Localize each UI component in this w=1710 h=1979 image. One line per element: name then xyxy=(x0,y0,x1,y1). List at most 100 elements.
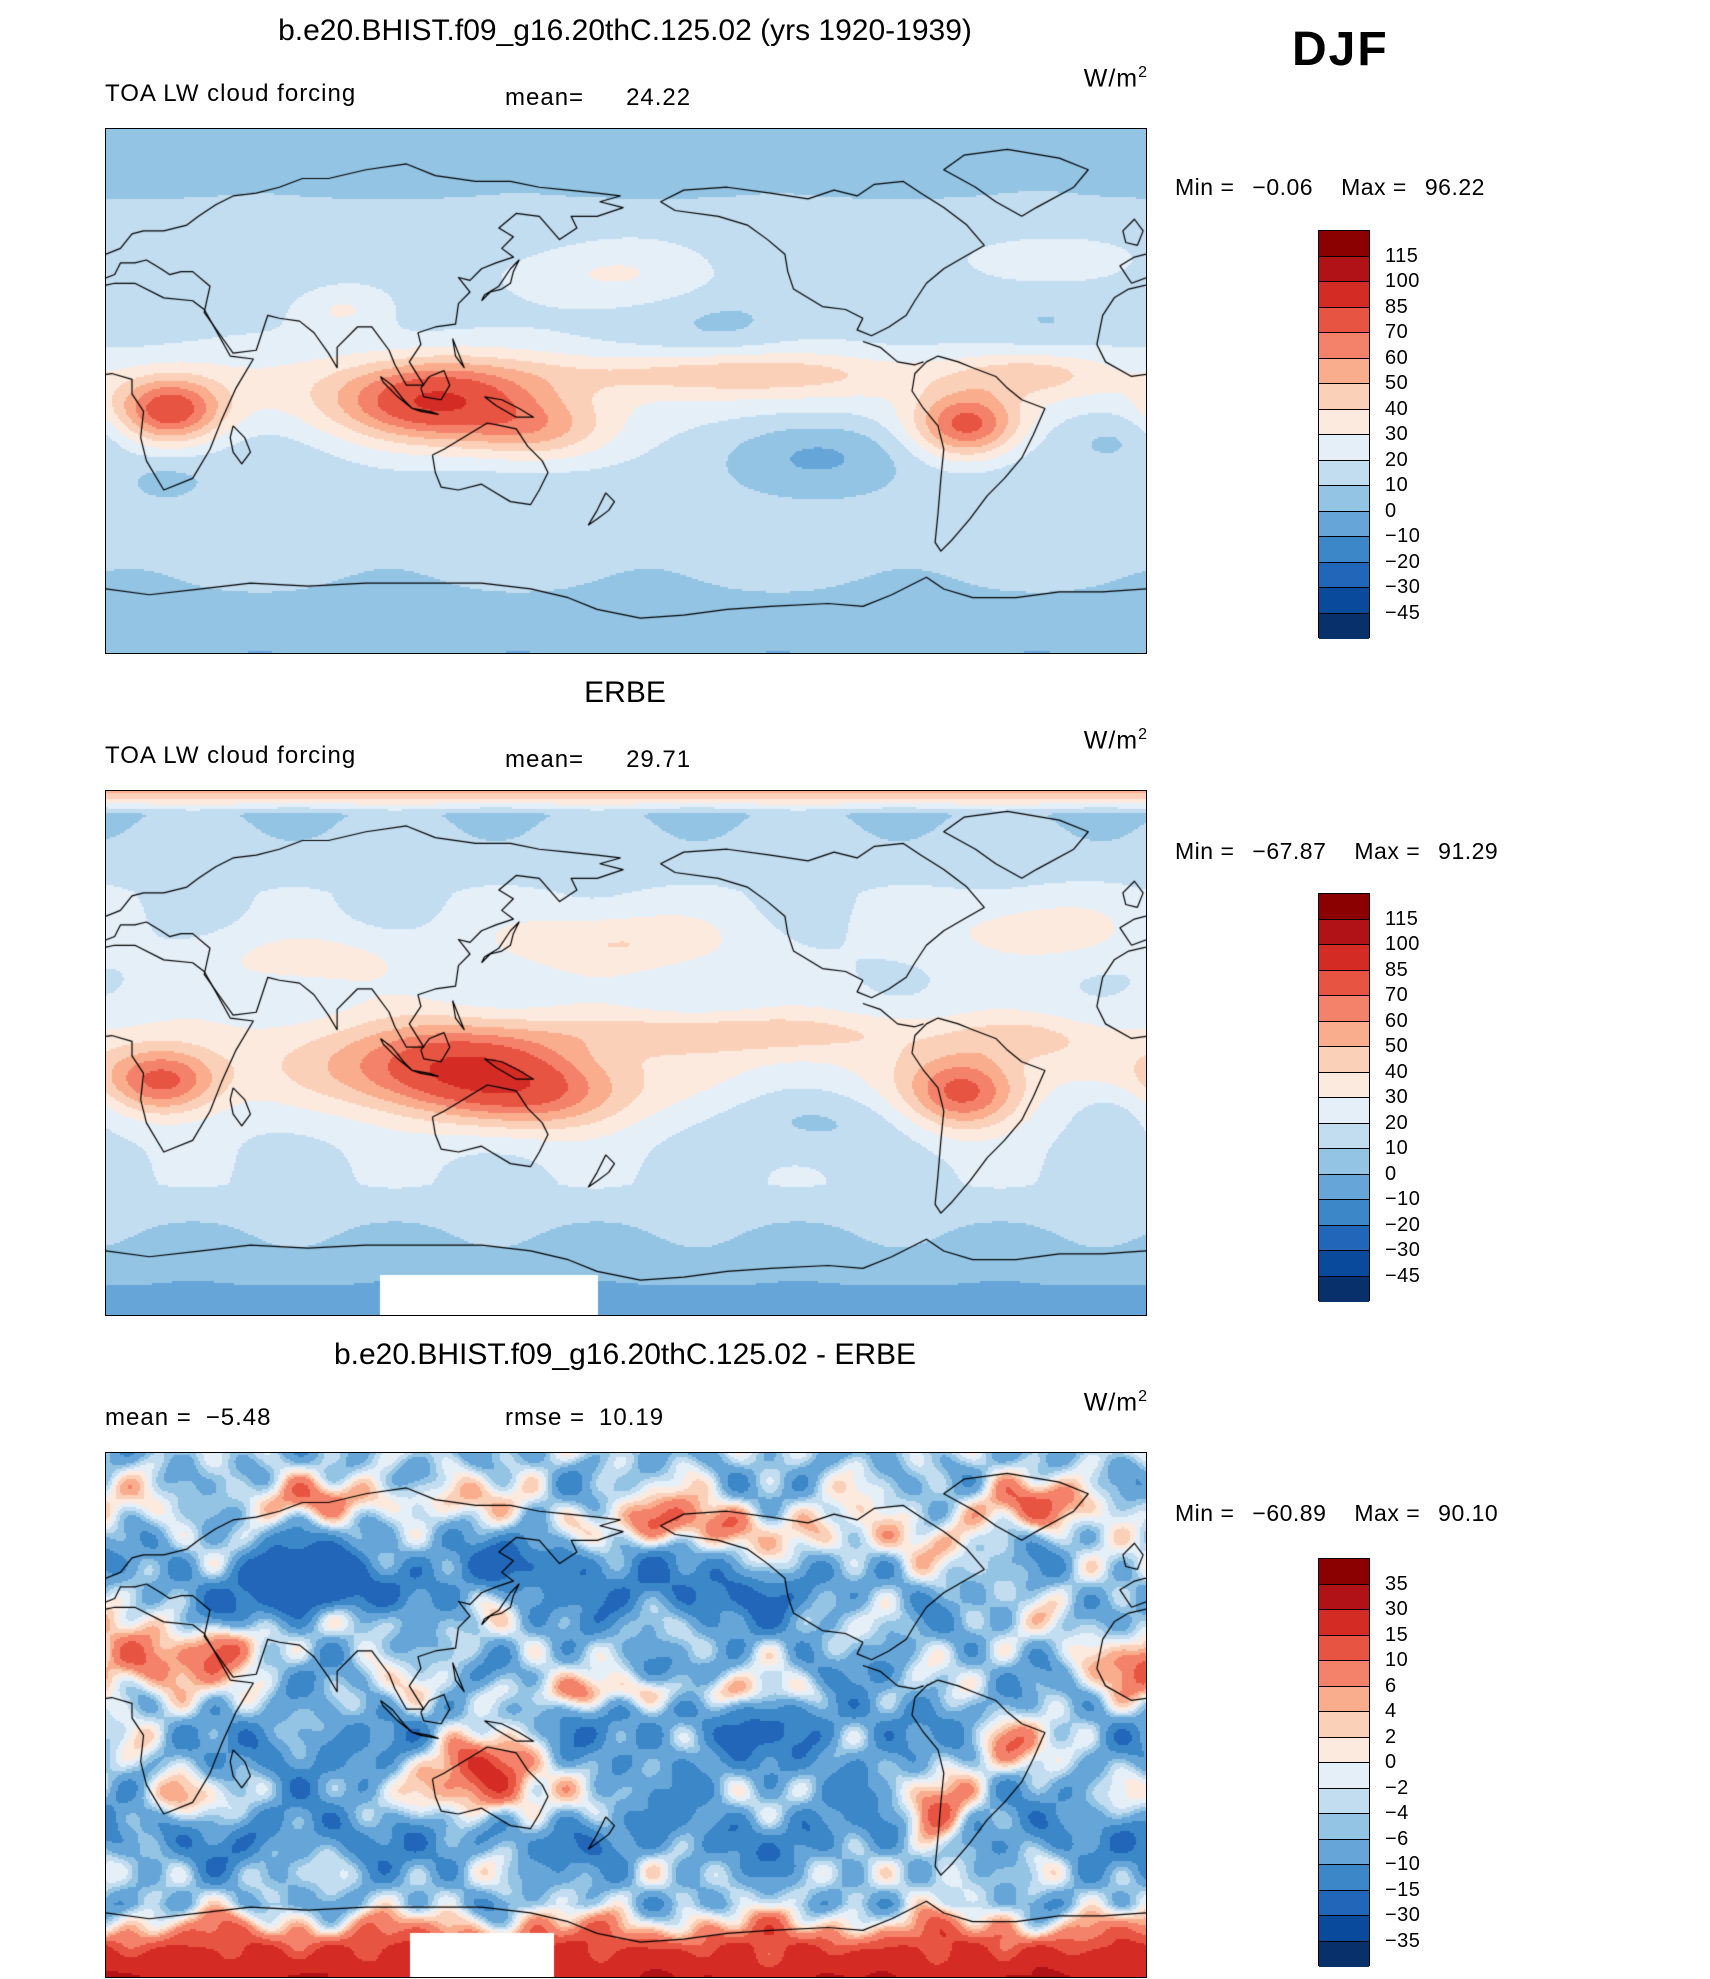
colorbar-tick-label: 115 xyxy=(1385,244,1419,267)
colorbar-tick-label: −30 xyxy=(1385,1904,1421,1926)
panel1-units-label: W/m2 xyxy=(1000,64,1148,93)
colorbar-tick-label: −10 xyxy=(1385,1853,1421,1875)
panel2-units-label: W/m2 xyxy=(1000,726,1148,755)
colorbar-cell xyxy=(1319,1610,1369,1636)
colorbar-tick-label: −10 xyxy=(1385,525,1421,547)
panel2-mean-label: mean= xyxy=(505,746,585,773)
colorbar-tick-label: 2 xyxy=(1385,1725,1397,1748)
panel1-mean-row: mean= 24.22 xyxy=(505,84,691,112)
colorbar-cell xyxy=(1319,1635,1369,1661)
colorbar-cell xyxy=(1319,307,1369,333)
colorbar-tick-label: 50 xyxy=(1385,372,1409,394)
colorbar-tick-label: 20 xyxy=(1385,1111,1409,1134)
panel2-title: ERBE xyxy=(584,676,666,709)
colorbar-cell xyxy=(1319,1021,1369,1047)
colorbar-tick-label: −45 xyxy=(1385,601,1421,624)
colorbar-cell xyxy=(1319,358,1369,384)
colorbar-cell xyxy=(1319,1788,1369,1814)
panel3-mean-label: mean = xyxy=(105,1404,192,1431)
panel2-mean-value: 29.71 xyxy=(626,746,692,773)
panel3-title: b.e20.BHIST.f09_g16.20thC.125.02 - ERBE xyxy=(333,1338,917,1371)
panel2-mean-row: mean= 29.71 xyxy=(505,746,691,774)
panel3-max-label: Max = xyxy=(1354,1500,1421,1526)
colorbar-cell xyxy=(1319,1200,1369,1226)
colorbar-cell xyxy=(1319,435,1369,461)
colorbar-tick-label: 30 xyxy=(1385,1598,1409,1620)
colorbar-cell xyxy=(1319,1814,1369,1840)
panel3-max-value: 90.10 xyxy=(1438,1500,1499,1526)
units-exponent: 2 xyxy=(1138,64,1148,81)
colorbar-tick-label: 40 xyxy=(1385,1060,1409,1083)
colorbar-cell xyxy=(1319,537,1369,563)
panel1-mean-label: mean= xyxy=(505,84,585,111)
colorbar-tick-label: 35 xyxy=(1385,1572,1409,1595)
colorbar-tick-label: 0 xyxy=(1385,1751,1397,1773)
colorbar-cell xyxy=(1319,1890,1369,1916)
colorbar-cell xyxy=(1319,282,1369,308)
colorbar-cell xyxy=(1319,1072,1369,1098)
units-base: W/m xyxy=(1083,726,1139,755)
panel1-field-label: TOA LW cloud forcing xyxy=(105,80,357,107)
panel1-max-value: 96.22 xyxy=(1424,174,1485,200)
panel3-rmse-label: rmse = xyxy=(505,1404,586,1431)
colorbar-tick-label: −10 xyxy=(1385,1188,1421,1210)
colorbar-cell xyxy=(1319,562,1369,588)
colorbar-tick-label: −15 xyxy=(1385,1878,1421,1901)
colorbar-cell xyxy=(1319,1149,1369,1175)
colorbar-cell xyxy=(1319,996,1369,1022)
panel3-rmse-value: 10.19 xyxy=(599,1404,665,1431)
colorbar-tick-label: 70 xyxy=(1385,321,1409,343)
colorbar-tick-label: −45 xyxy=(1385,1264,1421,1287)
colorbar-cell xyxy=(1319,1098,1369,1124)
colorbar-cell xyxy=(1319,1251,1369,1277)
colorbar-cell xyxy=(1319,460,1369,486)
colorbar-tick-label: 20 xyxy=(1385,448,1409,471)
panel2-min-value: −67.87 xyxy=(1252,838,1327,864)
colorbar-tick-label: −20 xyxy=(1385,1213,1421,1236)
colorbar-cell xyxy=(1319,1737,1369,1763)
panel2-field-label: TOA LW cloud forcing xyxy=(105,742,357,769)
colorbar-tick-label: 115 xyxy=(1385,907,1419,930)
panel1-max-label: Max = xyxy=(1341,174,1407,200)
colorbar-tick-label: 70 xyxy=(1385,984,1409,1006)
panel3-mean-row: mean = −5.48 xyxy=(105,1404,271,1432)
colorbar-tick-label: 100 xyxy=(1385,933,1420,955)
colorbar-tick-label: 0 xyxy=(1385,499,1397,522)
colorbar-cell xyxy=(1319,1686,1369,1712)
colorbar-cell xyxy=(1319,1916,1369,1942)
panel3-min-label: Min = xyxy=(1175,1500,1235,1526)
colorbar-cell xyxy=(1319,256,1369,282)
colorbar-tick-label: 30 xyxy=(1385,1086,1409,1108)
colorbar-tick-label: −4 xyxy=(1385,1802,1409,1824)
colorbar-model: 115 100 85 70 60 50 40 30 20 10 0 −10 −20 −30 −45 xyxy=(1318,230,1420,639)
colorbar-cell xyxy=(1319,1559,1369,1585)
colorbar-cell xyxy=(1319,1661,1369,1687)
colorbar-cell xyxy=(1319,1276,1369,1302)
colorbar-erbe: 115 100 85 70 60 50 40 30 20 10 0 −10 −20 −30 −45 xyxy=(1318,893,1420,1302)
colorbar-cell xyxy=(1319,945,1369,971)
units-base: W/m xyxy=(1083,1388,1139,1417)
colorbar-tick-label: −35 xyxy=(1385,1929,1421,1952)
colorbar-cell xyxy=(1319,1174,1369,1200)
panel3-mean-value: −5.48 xyxy=(205,1404,272,1431)
colorbar-tick-label: −6 xyxy=(1385,1827,1409,1850)
units-exponent: 2 xyxy=(1138,1388,1148,1405)
map-erbe xyxy=(105,790,1147,1316)
colorbar-tick-label: 50 xyxy=(1385,1035,1409,1057)
colorbar-tick-label: 85 xyxy=(1385,958,1409,981)
map-model xyxy=(105,128,1147,654)
colorbar-tick-label: 60 xyxy=(1385,346,1409,369)
units-exponent: 2 xyxy=(1138,726,1148,743)
colorbar-tick-label: 6 xyxy=(1385,1674,1397,1697)
colorbar-cell xyxy=(1319,1839,1369,1865)
panel2-minmax-row: Min = −67.87 Max = 91.29 xyxy=(1175,838,1498,865)
panel2-min-label: Min = xyxy=(1175,838,1235,864)
map-difference xyxy=(105,1452,1147,1978)
panel1-mean-value: 24.22 xyxy=(626,84,692,111)
colorbar-cell xyxy=(1319,486,1369,512)
panel1-min-value: −0.06 xyxy=(1252,174,1314,200)
colorbar-tick-label: 4 xyxy=(1385,1700,1397,1722)
colorbar-tick-label: −30 xyxy=(1385,576,1421,598)
colorbar-cell xyxy=(1319,384,1369,410)
colorbar-tick-label: −20 xyxy=(1385,550,1421,573)
